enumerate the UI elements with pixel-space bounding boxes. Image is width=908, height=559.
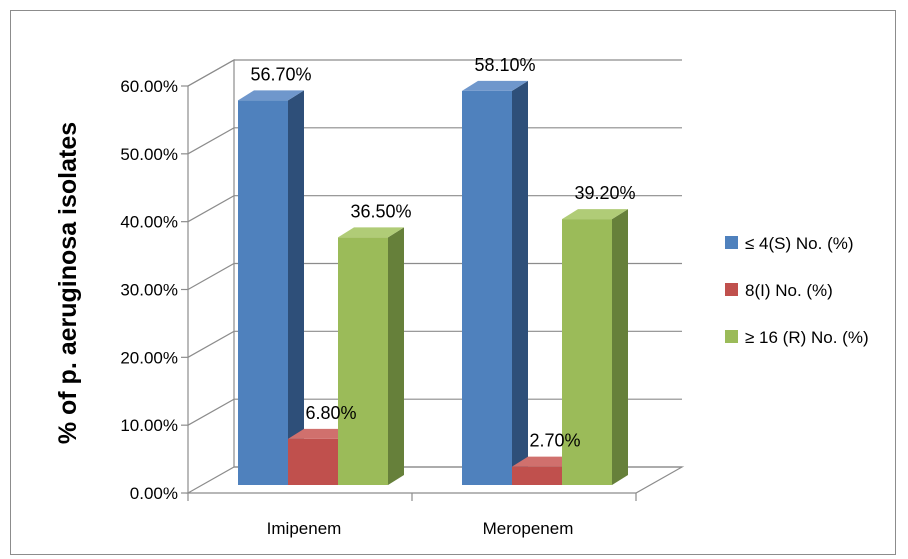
legend: ≤ 4(S) No. (%) 8(I) No. (%) ≥ 16 (R) No. (…: [725, 234, 869, 347]
data-labels: 56.70% 6.80% 36.50% 58.10% 2.70% 39.20%: [250, 55, 635, 451]
bar-side: [288, 90, 304, 485]
data-label: 56.70%: [250, 64, 311, 84]
bar-top: [462, 80, 528, 91]
gridline: [187, 195, 682, 223]
bar-front: [338, 237, 388, 485]
bar-front: [288, 438, 338, 485]
bar-front: [512, 466, 562, 485]
legend-entry: ≤ 4(S) No. (%): [745, 234, 854, 253]
legend-swatch: [725, 283, 738, 296]
y-tick-label: 10.00%: [120, 416, 178, 435]
bar-front: [238, 100, 288, 485]
data-label: 58.10%: [474, 55, 535, 75]
gridline: [187, 262, 682, 291]
bar-top: [238, 90, 304, 101]
chart-floor: [185, 466, 685, 494]
bar-front: [562, 219, 612, 486]
y-tick-label: 0.00%: [130, 484, 178, 503]
y-tick-label: 30.00%: [120, 281, 178, 300]
y-tick-label: 60.00%: [120, 77, 178, 96]
bar-top: [512, 456, 578, 467]
bar-top: [288, 428, 354, 439]
category-label: Imipenem: [267, 519, 342, 538]
legend-entry: ≥ 16 (R) No. (%): [745, 328, 869, 347]
y-axis-title: % of p. aeruginosa isolates: [54, 122, 82, 444]
bar-side: [612, 209, 628, 486]
gridline: [187, 330, 682, 358]
data-label: 6.80%: [305, 403, 356, 423]
bar-side: [512, 80, 528, 485]
bar-side: [388, 227, 404, 486]
bar-front: [462, 90, 512, 485]
legend-swatch: [725, 330, 738, 343]
y-tick-label: 20.00%: [120, 348, 178, 367]
data-label: 2.70%: [529, 431, 580, 451]
legend-entry: 8(I) No. (%): [745, 281, 833, 300]
gridline: [187, 127, 682, 155]
x-axis-category-labels: Imipenem Meropenem: [267, 519, 574, 538]
bars: [238, 80, 628, 486]
chart-frame: [10, 10, 896, 555]
category-label: Meropenem: [483, 519, 574, 538]
gridlines: [181, 59, 682, 501]
y-tick-label: 40.00%: [120, 213, 178, 232]
gridline: [187, 398, 682, 426]
data-label: 36.50%: [350, 201, 411, 221]
bar-top: [338, 227, 404, 238]
data-label: 39.20%: [574, 183, 635, 203]
bar-top: [562, 209, 628, 220]
gridline: [187, 59, 682, 87]
y-tick-label: 50.00%: [120, 145, 178, 164]
y-axis-tick-labels: 0.00% 10.00% 20.00% 30.00% 40.00% 50.00% 60.00…: [120, 77, 178, 503]
legend-swatch: [725, 236, 738, 249]
